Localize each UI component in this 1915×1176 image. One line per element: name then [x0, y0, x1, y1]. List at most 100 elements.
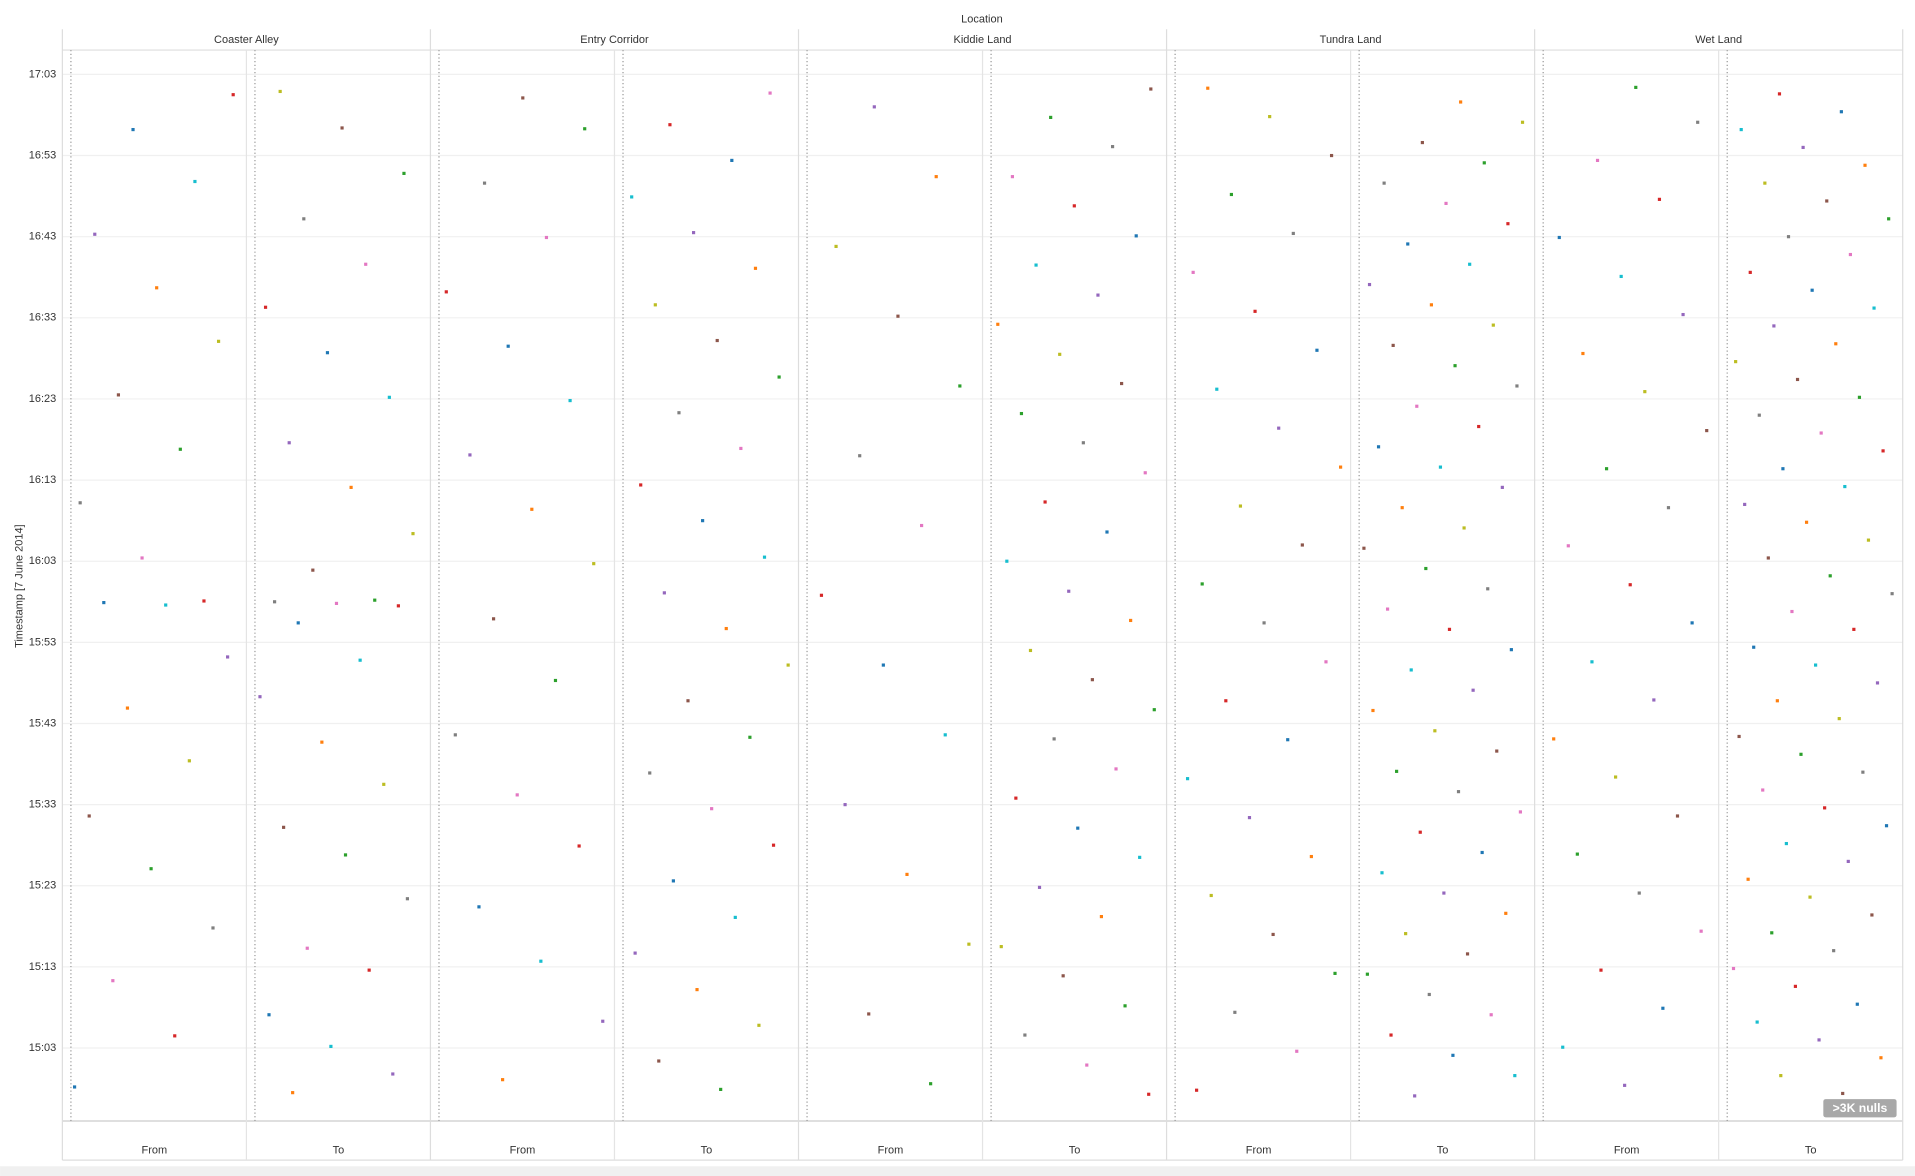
point [1195, 1088, 1199, 1092]
point [1619, 274, 1623, 279]
point [777, 375, 781, 379]
point [272, 600, 277, 604]
point [521, 96, 525, 100]
point [1277, 426, 1281, 430]
point [1206, 86, 1210, 90]
point [905, 872, 909, 876]
point [1861, 770, 1865, 774]
point [1518, 810, 1522, 814]
point [1005, 559, 1009, 563]
point [858, 454, 862, 458]
point [719, 1087, 723, 1091]
point [1438, 465, 1443, 469]
point [1023, 1033, 1027, 1037]
point [1286, 738, 1290, 742]
point [1123, 1004, 1127, 1008]
point [1657, 197, 1662, 201]
point [1404, 932, 1408, 936]
point [730, 158, 734, 162]
point [999, 945, 1003, 949]
point [349, 485, 353, 489]
point [1295, 1049, 1299, 1053]
point [1623, 1083, 1627, 1087]
point [1415, 404, 1419, 408]
y-tick-label: 15:33 [29, 799, 56, 811]
point [1561, 1045, 1565, 1049]
point [1834, 342, 1838, 346]
point [1779, 1074, 1783, 1078]
point [320, 740, 324, 744]
point [1746, 877, 1750, 881]
point [1590, 660, 1594, 664]
point [1185, 777, 1190, 781]
point [102, 601, 106, 605]
point [1019, 411, 1024, 416]
point [282, 825, 286, 829]
point [1884, 824, 1889, 828]
point [1766, 556, 1770, 560]
point [1389, 1033, 1393, 1037]
point [1120, 381, 1124, 386]
point [867, 1012, 871, 1016]
point [1385, 607, 1390, 611]
point [1757, 413, 1761, 417]
facet-label: Tundra Land [1320, 34, 1382, 46]
nulls-badge-box[interactable] [1823, 1099, 1897, 1118]
y-tick-label: 16:53 [29, 149, 56, 161]
point [662, 591, 666, 595]
point [302, 217, 306, 221]
point [1215, 387, 1219, 391]
y-tick-label: 17:03 [29, 68, 56, 80]
nulls-badge-label[interactable]: >3K nulls [1833, 1101, 1888, 1115]
chart-title: Location [961, 13, 1003, 25]
point [1043, 500, 1047, 504]
point [278, 89, 282, 94]
point [1661, 1006, 1665, 1010]
point [1855, 1002, 1859, 1006]
point [896, 314, 900, 318]
point [686, 699, 690, 703]
nulls-badge[interactable]: >3K nulls [1823, 1099, 1897, 1118]
point [771, 843, 776, 847]
point [1367, 282, 1372, 287]
point [601, 1019, 605, 1023]
point [1495, 749, 1499, 753]
point [1748, 270, 1752, 274]
point [1424, 566, 1428, 571]
point [1110, 145, 1115, 149]
point [733, 915, 737, 919]
point [1875, 681, 1880, 685]
point [1887, 217, 1891, 221]
point [1823, 806, 1827, 810]
x-category-label: From [1614, 1144, 1640, 1156]
point [1291, 231, 1295, 236]
point [1500, 485, 1504, 489]
y-tick-label: 16:03 [29, 555, 56, 567]
point [1843, 484, 1847, 489]
point [1391, 343, 1395, 347]
y-tick-label: 16:33 [29, 312, 56, 324]
y-tick-label: 15:03 [29, 1042, 56, 1054]
point [187, 759, 191, 763]
point [1614, 775, 1618, 779]
point [1755, 1020, 1759, 1024]
point [1828, 574, 1832, 578]
point [1409, 668, 1413, 672]
point [155, 286, 159, 290]
point [1451, 1053, 1455, 1057]
point [1152, 708, 1156, 712]
point [1096, 293, 1100, 297]
point [1427, 992, 1431, 997]
point [402, 171, 406, 175]
point [226, 655, 230, 659]
point [125, 706, 130, 710]
point [1810, 288, 1814, 292]
point [1863, 163, 1867, 167]
point [1471, 688, 1475, 692]
point [311, 568, 315, 572]
point [1552, 737, 1556, 741]
point [967, 942, 971, 946]
point [1872, 306, 1876, 310]
point [1786, 235, 1791, 239]
x-category-label: To [1805, 1144, 1817, 1156]
